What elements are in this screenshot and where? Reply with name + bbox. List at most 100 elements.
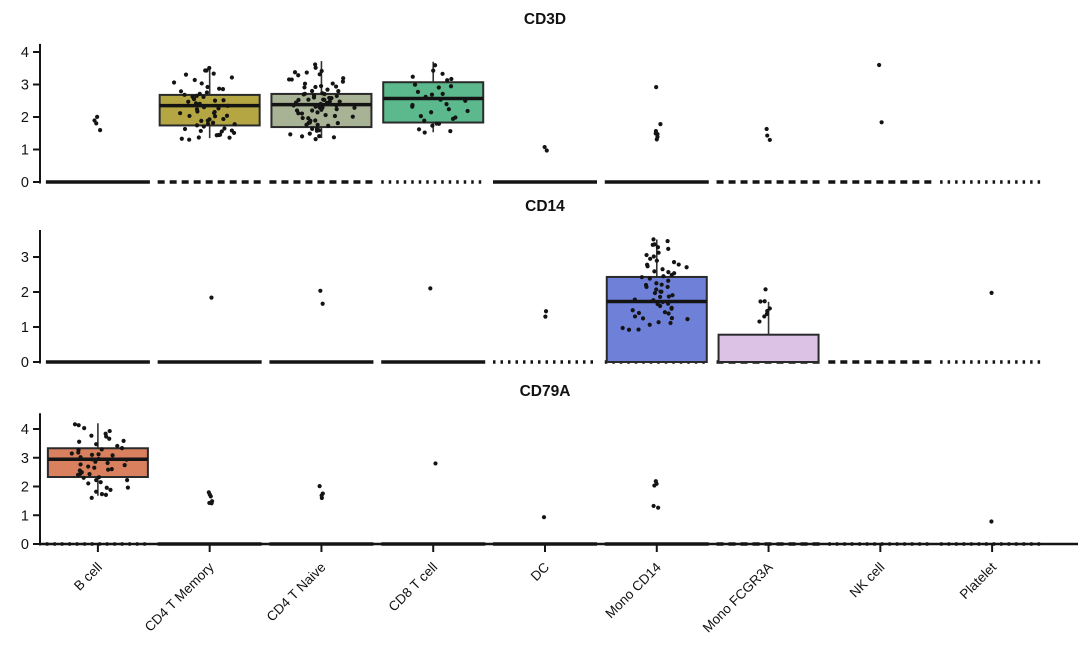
jitter-point xyxy=(313,104,318,109)
jitter-point xyxy=(644,252,649,258)
jitter-point xyxy=(660,267,665,272)
jitter-point xyxy=(428,286,433,291)
jitter-point xyxy=(632,297,637,302)
jitter-point xyxy=(645,264,650,269)
jitter-point xyxy=(78,462,83,467)
jitter-point xyxy=(334,103,339,108)
jitter-point xyxy=(327,95,332,101)
jitter-point xyxy=(219,129,224,134)
jitter-point xyxy=(207,65,212,71)
jitter-point xyxy=(183,72,189,77)
jitter-point xyxy=(639,275,644,280)
jitter-point xyxy=(651,503,656,509)
jitter-point xyxy=(75,472,81,478)
jitter-point xyxy=(288,132,293,137)
jitter-point xyxy=(313,118,318,123)
jitter-point xyxy=(110,453,115,458)
jitter-point xyxy=(436,85,441,90)
jitter-point xyxy=(92,465,97,470)
x-axis-label: B cell xyxy=(71,560,105,594)
jitter-point xyxy=(318,288,323,293)
jitter-point xyxy=(201,124,206,129)
jitter-point xyxy=(666,246,671,252)
jitter-point xyxy=(221,98,226,103)
jitter-point xyxy=(666,294,671,299)
jitter-point xyxy=(423,94,428,99)
y-tick-label: 2 xyxy=(21,110,29,126)
jitter-point xyxy=(310,126,315,131)
jitter-point xyxy=(666,311,671,316)
jitter-point xyxy=(656,250,661,255)
jitter-point xyxy=(763,287,768,292)
jitter-point xyxy=(315,122,320,127)
jitter-point xyxy=(94,489,99,494)
jitter-point xyxy=(334,107,339,112)
jitter-point xyxy=(89,457,95,462)
jitter-point xyxy=(654,85,659,90)
jitter-point xyxy=(322,97,327,102)
x-axis-label: Mono FCGR3A xyxy=(700,560,776,636)
jitter-point xyxy=(309,88,315,94)
jitter-point xyxy=(323,112,328,118)
jitter-point xyxy=(334,93,339,99)
jitter-point xyxy=(93,459,98,464)
jitter-point xyxy=(658,121,663,127)
jitter-point xyxy=(313,137,318,142)
jitter-point xyxy=(82,426,87,431)
jitter-point xyxy=(764,126,769,132)
jitter-point xyxy=(86,481,91,486)
jitter-point xyxy=(203,68,208,73)
jitter-point xyxy=(104,485,109,490)
jitter-point xyxy=(450,116,456,122)
panel-CD14: CD14 0 1 2 3 xyxy=(21,198,1045,371)
jitter-point xyxy=(199,81,204,86)
jitter-point xyxy=(317,484,322,489)
jitter-point xyxy=(465,108,470,114)
jitter-point xyxy=(191,96,197,102)
jitter-point xyxy=(78,455,83,460)
jitter-point xyxy=(232,122,237,127)
jitter-point xyxy=(654,281,659,286)
jitter-point xyxy=(229,75,234,80)
jitter-point xyxy=(179,136,184,141)
jitter-point xyxy=(410,74,415,79)
y-tick-label: 4 xyxy=(21,422,29,438)
jitter-point xyxy=(299,134,305,139)
jitter-point xyxy=(318,83,324,89)
jitter-point xyxy=(685,317,690,322)
jitter-point xyxy=(121,438,126,443)
jitter-point xyxy=(440,91,445,96)
jitter-point xyxy=(433,461,438,466)
jitter-point xyxy=(89,452,95,457)
jitter-point xyxy=(76,423,81,428)
jitter-point xyxy=(125,485,131,490)
jitter-point xyxy=(647,276,652,281)
jitter-point xyxy=(436,121,442,126)
jitter-point xyxy=(182,92,187,97)
jitter-point xyxy=(171,80,177,85)
jitter-point xyxy=(207,500,212,506)
jitter-point xyxy=(205,118,210,123)
jitter-point xyxy=(765,133,770,138)
jitter-point xyxy=(104,434,109,439)
jitter-point xyxy=(620,325,625,331)
jitter-point xyxy=(87,472,92,477)
jitter-point xyxy=(352,105,357,110)
y-tick-label: 2 xyxy=(21,480,29,496)
jitter-point xyxy=(119,446,125,451)
jitter-point xyxy=(341,76,346,81)
jitter-point xyxy=(216,106,221,111)
x-axis-label: DC xyxy=(528,559,553,584)
jitter-point xyxy=(757,319,762,324)
jitter-point xyxy=(307,120,312,125)
y-tick-label: 2 xyxy=(21,285,29,301)
jitter-point xyxy=(654,137,659,142)
jitter-point xyxy=(306,97,311,102)
jitter-point xyxy=(676,262,681,267)
x-axis-label: CD8 T cell xyxy=(386,560,441,615)
jitter-point xyxy=(311,95,317,100)
jitter-point xyxy=(89,433,94,438)
x-axis-label: Mono CD14 xyxy=(602,559,664,621)
jitter-point xyxy=(105,460,110,466)
